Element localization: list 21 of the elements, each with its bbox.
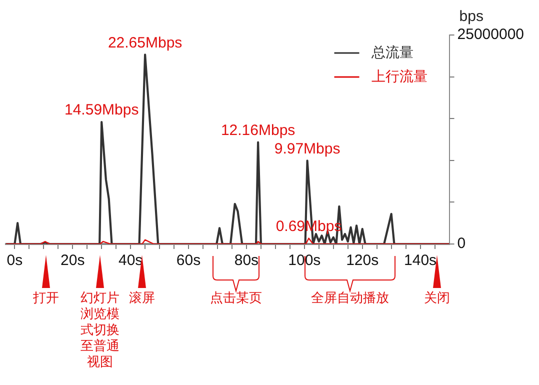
y-tick-label: 25000000 (457, 26, 524, 44)
x-tick-label: 120s (346, 252, 379, 270)
legend-label: 总流量 (370, 44, 414, 60)
text: 点击某页 (210, 290, 262, 306)
y-axis-title: bps (459, 8, 484, 25)
x-tick-label: 140s (404, 252, 437, 270)
x-tick-label: 80s (234, 252, 259, 270)
text: 打开 (32, 290, 59, 306)
y-tick-label: 0 (457, 235, 466, 252)
legend-label: 上行流量 (371, 68, 428, 84)
annotation: 14.59Mbps (64, 102, 139, 119)
x-tick-label: 0s (6, 252, 23, 270)
annotation: 9.97Mbps (274, 140, 340, 158)
text: 幻灯片浏览模式切换至普通视图 (80, 290, 120, 370)
x-tick-label: 60s (176, 252, 201, 270)
text: 滚屏 (129, 290, 155, 306)
annotation: 22.65Mbps (108, 34, 182, 52)
text: 关闭 (424, 290, 450, 306)
text: 全屏自动播放 (311, 290, 389, 306)
x-tick-label: 20s (60, 252, 85, 270)
annotation: 12.16Mbps (220, 122, 296, 139)
